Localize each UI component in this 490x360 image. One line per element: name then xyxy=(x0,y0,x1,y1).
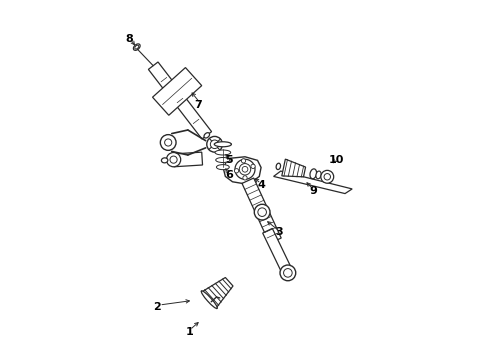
Ellipse shape xyxy=(161,158,168,163)
Ellipse shape xyxy=(310,169,317,179)
Circle shape xyxy=(280,265,296,281)
Circle shape xyxy=(170,156,177,163)
Text: 7: 7 xyxy=(195,100,202,110)
Circle shape xyxy=(160,135,176,150)
Polygon shape xyxy=(263,228,291,272)
Polygon shape xyxy=(273,171,352,194)
Polygon shape xyxy=(202,278,233,308)
Circle shape xyxy=(235,159,255,179)
Text: 4: 4 xyxy=(257,180,265,190)
Polygon shape xyxy=(173,152,202,167)
Circle shape xyxy=(210,140,219,149)
Circle shape xyxy=(207,136,222,152)
Circle shape xyxy=(243,176,247,180)
Circle shape xyxy=(254,204,270,220)
Polygon shape xyxy=(242,178,281,243)
Polygon shape xyxy=(282,159,306,177)
Text: 10: 10 xyxy=(328,156,344,165)
Ellipse shape xyxy=(214,142,231,147)
Circle shape xyxy=(284,269,292,277)
Circle shape xyxy=(251,164,255,168)
Circle shape xyxy=(321,170,334,183)
Ellipse shape xyxy=(204,133,210,138)
Ellipse shape xyxy=(133,44,140,50)
Circle shape xyxy=(167,153,181,167)
Circle shape xyxy=(234,168,239,173)
Polygon shape xyxy=(152,68,202,115)
Ellipse shape xyxy=(135,45,139,49)
Text: 1: 1 xyxy=(186,327,194,337)
Ellipse shape xyxy=(316,171,321,179)
Ellipse shape xyxy=(276,163,281,170)
Text: 9: 9 xyxy=(309,186,317,196)
Circle shape xyxy=(242,166,248,172)
Text: 6: 6 xyxy=(225,170,233,180)
Circle shape xyxy=(324,174,330,180)
Polygon shape xyxy=(148,62,212,139)
Text: 2: 2 xyxy=(153,302,161,312)
Ellipse shape xyxy=(216,157,230,162)
Polygon shape xyxy=(223,157,261,184)
Text: 3: 3 xyxy=(275,227,283,237)
Circle shape xyxy=(165,139,172,146)
Circle shape xyxy=(258,208,267,216)
Ellipse shape xyxy=(201,291,218,309)
Circle shape xyxy=(242,159,245,163)
Text: 5: 5 xyxy=(225,156,233,165)
Circle shape xyxy=(239,163,251,175)
Text: 8: 8 xyxy=(125,34,133,44)
Ellipse shape xyxy=(217,165,229,170)
Ellipse shape xyxy=(215,150,231,155)
